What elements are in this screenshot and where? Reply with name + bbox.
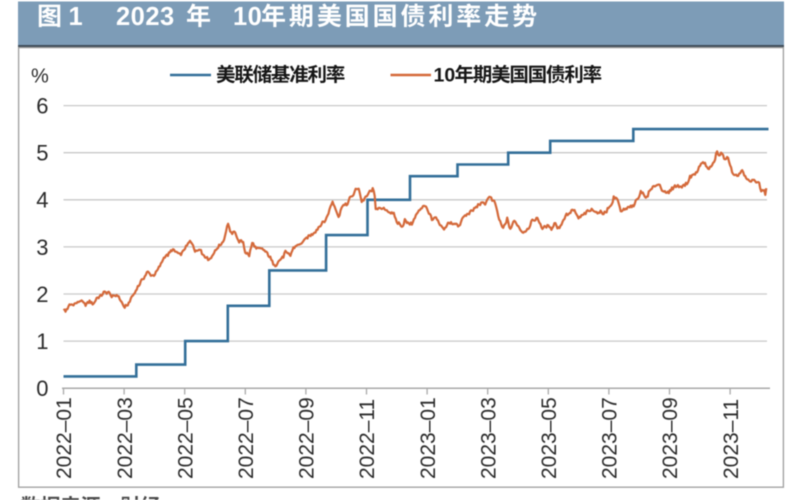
svg-text:10: 10 <box>233 3 262 31</box>
svg-text:2022–11: 2022–11 <box>356 399 379 479</box>
svg-text:2022–07: 2022–07 <box>235 397 258 479</box>
svg-text:2023: 2023 <box>116 3 175 31</box>
svg-text:%: % <box>31 66 49 88</box>
svg-text:1: 1 <box>69 3 83 31</box>
svg-text:2022–09: 2022–09 <box>296 397 319 479</box>
svg-text:2023–03: 2023–03 <box>477 397 500 479</box>
svg-text:2022–03: 2022–03 <box>114 397 137 479</box>
svg-text:2023–11: 2023–11 <box>720 399 743 479</box>
svg-text:2023–07: 2023–07 <box>599 397 622 479</box>
svg-text:5: 5 <box>36 141 48 166</box>
svg-text:1: 1 <box>36 329 48 354</box>
svg-text:2022–01: 2022–01 <box>53 397 76 479</box>
svg-text:2023–01: 2023–01 <box>417 397 440 479</box>
svg-text:2022–05: 2022–05 <box>174 397 197 479</box>
svg-text:2: 2 <box>36 282 48 307</box>
svg-text:10: 10 <box>434 64 456 86</box>
svg-text:2023–09: 2023–09 <box>659 397 682 479</box>
svg-text:3: 3 <box>36 235 48 260</box>
svg-text:2023–05: 2023–05 <box>538 397 561 479</box>
svg-text:4: 4 <box>36 188 48 213</box>
svg-text:6: 6 <box>36 94 48 119</box>
svg-text:0: 0 <box>36 376 48 401</box>
